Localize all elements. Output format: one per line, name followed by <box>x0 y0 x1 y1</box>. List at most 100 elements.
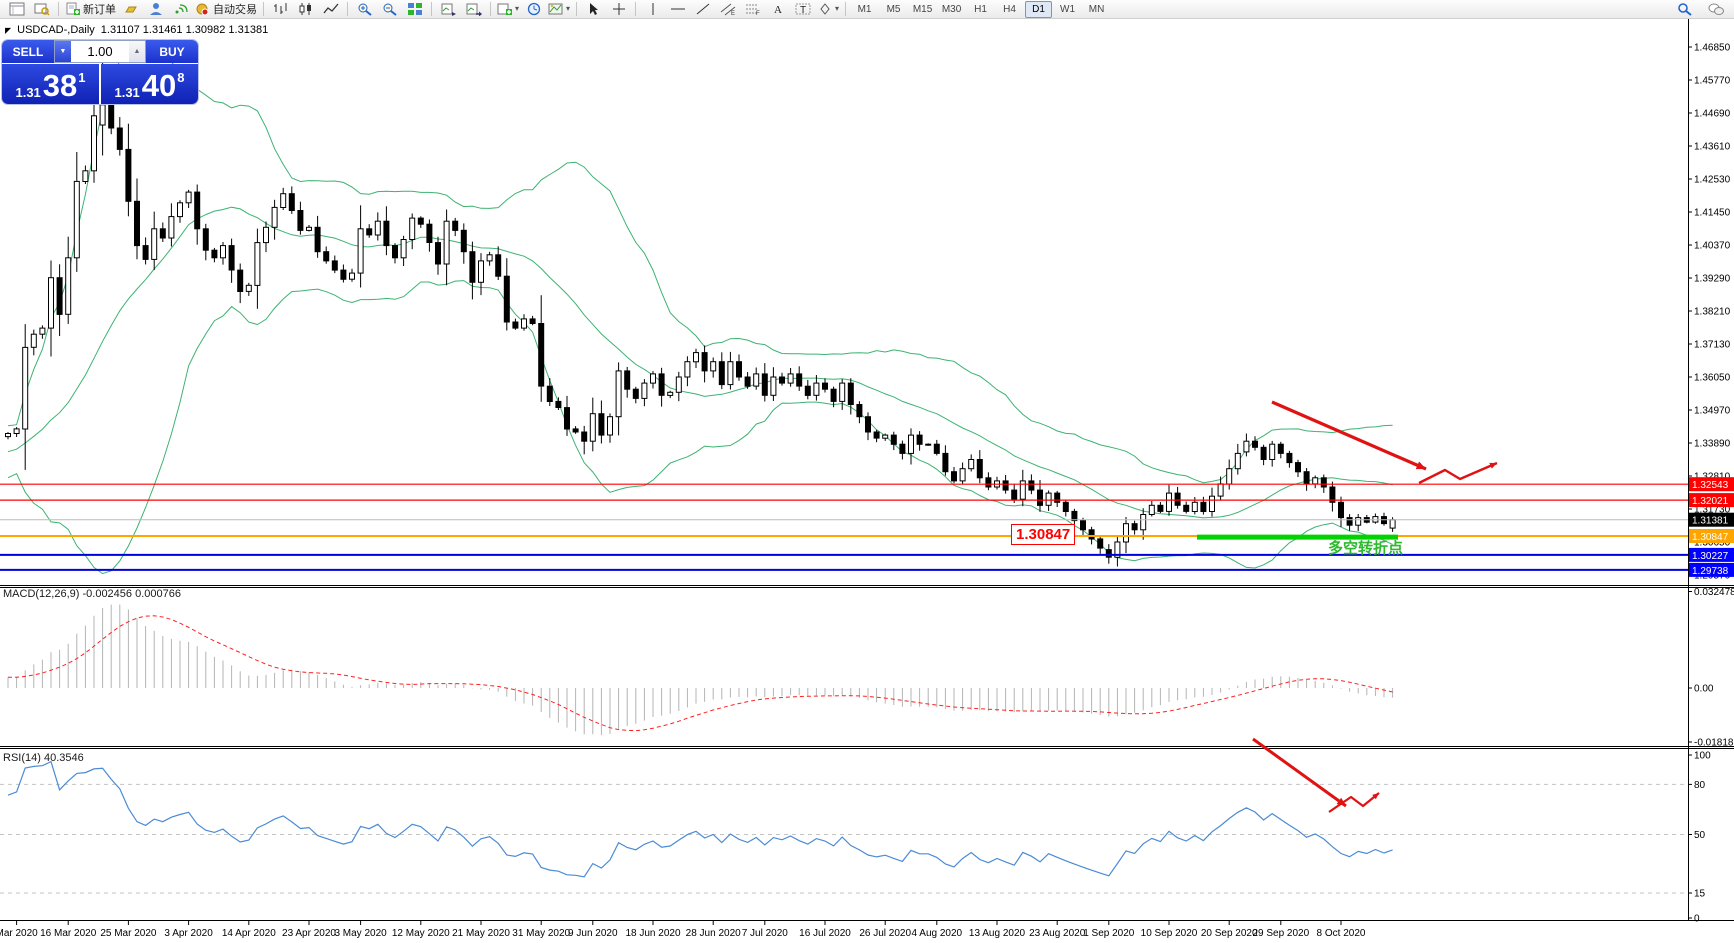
chart-shift-icon[interactable] <box>461 1 486 18</box>
macd-tick-label: 0.032478 <box>1694 587 1734 598</box>
price-badge <box>1689 529 1734 543</box>
bollinger-bands <box>7 49 1393 575</box>
price-badge-label: 1.32543 <box>1692 480 1729 491</box>
new-chart-icon[interactable]: ▾ <box>495 1 521 18</box>
timeframe-h4-button[interactable]: H4 <box>1003 3 1016 15</box>
volume-increase-button[interactable]: ▲ <box>129 41 145 62</box>
data-window-icon[interactable] <box>29 1 54 18</box>
chevron-down-icon[interactable]: ▾ <box>566 4 571 13</box>
toolbar-separator <box>576 2 578 16</box>
buy-price[interactable]: 1.31 40 8 <box>101 64 198 104</box>
timeframe-mn-button[interactable]: MN <box>1088 3 1105 15</box>
crosshair-tool-icon[interactable] <box>606 1 631 18</box>
macd-main-value: -0.002456 <box>82 588 133 600</box>
label-tool-icon[interactable]: T <box>790 1 815 18</box>
timeframe-w1-button[interactable]: W1 <box>1060 3 1076 15</box>
search-icon[interactable] <box>1672 1 1697 18</box>
trendline-tool-icon[interactable] <box>690 1 715 18</box>
date-label: Mar 2020 <box>0 928 38 939</box>
sell-price-prefix: 1.31 <box>15 85 41 100</box>
macd-name: MACD(12,26,9) <box>3 588 80 600</box>
vertical-line-tool-icon[interactable] <box>640 1 665 18</box>
auto-scroll-icon[interactable] <box>436 1 461 18</box>
timeframe-m30-button[interactable]: M30 <box>941 3 962 15</box>
toolbar-separator <box>635 2 637 16</box>
date-label: 1 Sep 2020 <box>1083 928 1135 939</box>
signals-icon[interactable] <box>168 1 193 18</box>
deposit-icon[interactable] <box>118 1 143 18</box>
new-order-button[interactable]: 新订单 <box>63 1 118 18</box>
chevron-down-icon[interactable]: ▾ <box>515 4 520 13</box>
community-icon[interactable] <box>143 1 168 18</box>
price-annotation-box[interactable]: 1.30847 <box>1011 524 1076 545</box>
rsi-bounce-arrow-head <box>1372 793 1379 800</box>
horizontal-line-tool-icon[interactable] <box>665 1 690 18</box>
ohlc-values: 1.31107 1.31461 1.30982 1.31381 <box>100 24 269 36</box>
date-label: 13 Aug 2020 <box>969 928 1026 939</box>
toolbar-separator <box>490 2 491 16</box>
rsi-indicator-label: RSI(14) 40.3546 <box>3 752 84 764</box>
channel-tool-icon[interactable]: E <box>715 1 740 18</box>
timeframe-m5-button[interactable]: M5 <box>886 3 901 15</box>
date-label: 16 Mar 2020 <box>40 928 97 939</box>
price-badge-label: 1.30847 <box>1692 532 1729 543</box>
date-label: 14 Apr 2020 <box>222 928 276 939</box>
price-down-arrow[interactable] <box>1271 400 1427 471</box>
date-label: 10 Sep 2020 <box>1141 928 1198 939</box>
rsi-tick-label: 100 <box>1694 751 1711 762</box>
macd-indicator-label: MACD(12,26,9) -0.002456 0.000766 <box>3 588 181 600</box>
toolbar-separator <box>845 2 847 16</box>
zoom-in-icon[interactable] <box>352 1 377 18</box>
chevron-down-icon[interactable]: ▾ <box>835 4 840 13</box>
bar-chart-mode-icon[interactable] <box>268 1 293 18</box>
text-tool-icon[interactable]: A <box>765 1 790 18</box>
tile-windows-icon[interactable] <box>402 1 427 18</box>
volume-decrease-button[interactable]: ▼ <box>55 41 71 62</box>
toolbar-right-icons <box>1672 1 1730 18</box>
price-tick-label: 1.43610 <box>1694 142 1731 153</box>
sell-price[interactable]: 1.31 38 1 <box>2 64 99 104</box>
templates-icon[interactable]: ▾ <box>546 1 572 18</box>
toolbar-separator <box>347 2 348 16</box>
trend-annotation-text[interactable]: 多空转折点 <box>1328 540 1404 557</box>
toolbar: 新订单 自动交易 ▾ ▾ E F A T ▾ M1 M5 M15 M30 H1 H4 D1 W1 MN <box>0 0 1734 19</box>
volume-input[interactable]: 1.00 <box>87 44 113 59</box>
line-chart-mode-icon[interactable] <box>318 1 343 18</box>
buy-button[interactable]: BUY <box>146 40 198 63</box>
zoom-out-icon[interactable] <box>377 1 402 18</box>
timeframe-m15-button[interactable]: M15 <box>912 3 933 15</box>
candlestick-mode-icon[interactable] <box>293 1 318 18</box>
period-clock-icon[interactable] <box>521 1 546 18</box>
trend-arrows <box>1252 400 1498 813</box>
timeframe-h1-button[interactable]: H1 <box>974 3 987 15</box>
price-down-arrow-head <box>1415 461 1426 470</box>
chart-title: ◤ USDCAD-,Daily 1.31107 1.31461 1.30982 … <box>5 24 268 36</box>
macd-signal-line <box>7 615 1393 732</box>
rsi-down-arrow[interactable] <box>1252 737 1347 808</box>
date-label: 28 Jun 2020 <box>686 928 741 939</box>
arrows-tool-icon[interactable]: ▾ <box>815 1 841 18</box>
sell-button[interactable]: SELL <box>2 40 54 63</box>
market-watch-icon[interactable] <box>4 1 29 18</box>
cursor-tool-icon[interactable] <box>581 1 606 18</box>
auto-trading-button[interactable]: 自动交易 <box>193 1 259 18</box>
price-scale[interactable]: 1.46850 1.45770 1.44690 1.43610 1.42530 1.414… <box>1688 43 1734 925</box>
rsi-bounce-arrow[interactable] <box>1328 792 1380 813</box>
date-label: 21 May 2020 <box>452 928 510 939</box>
price-tick-label: 1.32810 <box>1694 472 1731 483</box>
date-label: 3 Apr 2020 <box>164 928 213 939</box>
timeframe-d1-button[interactable]: D1 <box>1025 0 1053 18</box>
horizontal-lines <box>0 483 1688 571</box>
toolbar-separator <box>58 2 59 16</box>
price-tick-label: 1.31730 <box>1694 505 1731 516</box>
price-bounce-arrow[interactable] <box>1418 461 1498 485</box>
rsi-tick-label: 0 <box>1694 914 1700 925</box>
fibonacci-tool-icon[interactable]: F <box>740 1 765 18</box>
chat-icon[interactable] <box>1703 1 1728 18</box>
timeframe-m1-button[interactable]: M1 <box>857 3 872 15</box>
price-badge-label: 1.32021 <box>1692 496 1729 507</box>
svg-text:A: A <box>774 4 782 16</box>
